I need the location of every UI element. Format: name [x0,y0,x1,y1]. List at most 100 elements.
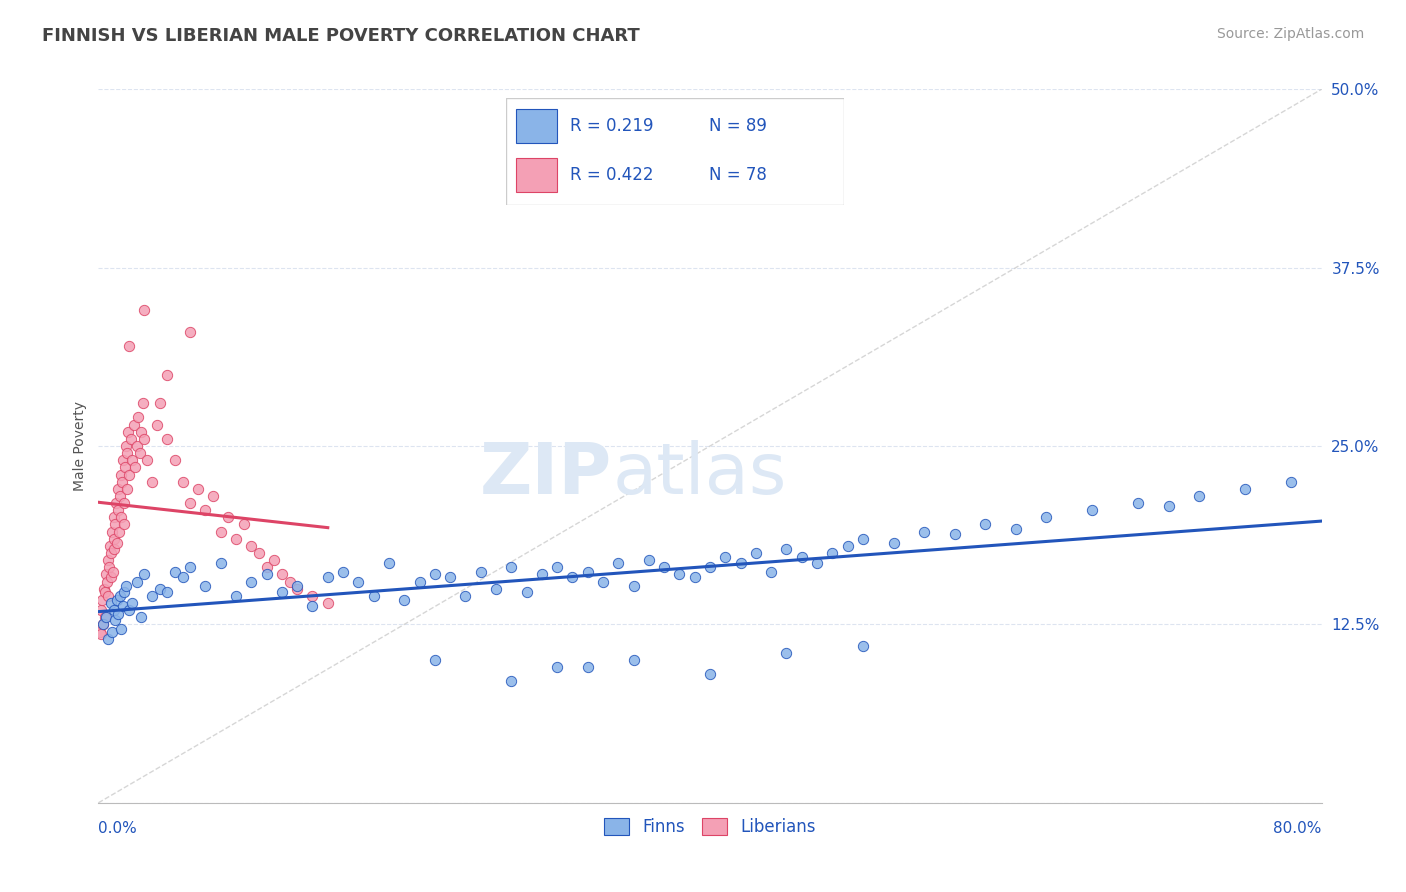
Point [501,674,523,689]
Point [172,570,194,584]
Point [232,517,254,532]
Point [89,624,111,639]
Point [110,510,132,524]
Point [122,417,145,432]
Point [101,565,124,579]
Point [156,368,179,382]
Point [974,517,997,532]
Point [806,556,828,570]
Point [103,541,125,556]
Point [118,339,141,353]
Text: 80.0%: 80.0% [1274,821,1322,836]
Point [110,467,132,482]
Text: FINNISH VS LIBERIAN MALE POVERTY CORRELATION CHART: FINNISH VS LIBERIAN MALE POVERTY CORRELA… [42,27,640,45]
Point [240,539,263,553]
Point [301,599,323,613]
Point [134,432,156,446]
Bar [516,109,557,143]
Point [163,453,186,467]
Point [194,503,217,517]
Point [111,475,134,489]
Point [112,496,135,510]
Point [117,446,139,460]
Point [118,603,141,617]
Point [132,396,155,410]
Point [107,503,129,517]
Point [108,589,131,603]
Point [485,582,508,596]
Point [179,560,201,574]
Point [101,624,124,639]
Point [423,567,446,582]
Point [790,550,813,565]
Point [256,567,278,582]
Point [129,425,152,439]
Point [91,593,114,607]
Point [105,593,128,607]
Point [714,550,737,565]
Text: Source: ZipAtlas.com: Source: ZipAtlas.com [1216,27,1364,41]
Point [97,553,120,567]
Point [852,639,875,653]
Point [104,517,127,532]
Text: R = 0.219: R = 0.219 [571,117,654,135]
Point [112,517,135,532]
Point [129,610,152,624]
Point [115,579,138,593]
Point [285,582,308,596]
Point [392,593,416,607]
Point [104,613,127,627]
Point [121,453,143,467]
Point [101,524,124,539]
Point [156,432,179,446]
Point [136,453,159,467]
Point [761,565,783,579]
Point [94,567,117,582]
Point [301,589,323,603]
Point [730,556,752,570]
Point [90,603,112,617]
Point [1081,503,1104,517]
Point [125,574,148,589]
Point [316,570,339,584]
Point [837,539,859,553]
Point [134,303,156,318]
Point [270,567,294,582]
Point [423,653,446,667]
Point [683,570,706,584]
Point [118,467,141,482]
Text: 0.0%: 0.0% [98,821,138,836]
Point [163,565,186,579]
Point [576,660,599,674]
Point [103,603,125,617]
Point [209,556,232,570]
Point [501,560,523,574]
Point [240,574,263,589]
Point [100,596,122,610]
Point [775,541,797,556]
Point [107,607,129,622]
FancyBboxPatch shape [506,98,844,205]
Point [156,584,179,599]
Point [225,532,247,546]
Point [105,496,128,510]
Point [91,617,114,632]
Point [439,570,461,584]
Point [652,560,675,574]
Point [217,510,239,524]
Point [378,556,401,570]
Point [347,574,370,589]
Point [332,565,354,579]
Point [187,482,209,496]
Point [110,622,132,636]
Point [117,425,139,439]
Point [96,574,118,589]
Point [97,589,120,603]
Point [363,589,385,603]
Point [883,536,905,550]
Point [699,560,721,574]
Point [94,584,117,599]
Point [821,546,844,560]
Point [149,582,172,596]
Bar [516,158,557,193]
